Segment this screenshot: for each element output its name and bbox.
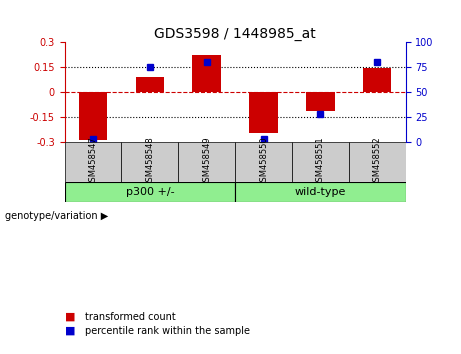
Text: wild-type: wild-type <box>295 187 346 197</box>
Bar <box>363 68 391 92</box>
Text: percentile rank within the sample: percentile rank within the sample <box>85 326 250 336</box>
Text: GSM458552: GSM458552 <box>373 137 382 187</box>
Text: ■: ■ <box>65 312 75 322</box>
Bar <box>235 142 292 182</box>
Bar <box>349 142 406 182</box>
Bar <box>65 182 235 202</box>
Text: GSM458550: GSM458550 <box>259 137 268 187</box>
Bar <box>65 142 121 182</box>
Bar <box>249 92 278 133</box>
Text: GSM458549: GSM458549 <box>202 137 211 187</box>
Bar <box>136 77 164 92</box>
Bar <box>306 92 335 112</box>
Title: GDS3598 / 1448985_at: GDS3598 / 1448985_at <box>154 28 316 41</box>
Bar <box>178 142 235 182</box>
Text: genotype/variation ▶: genotype/variation ▶ <box>5 211 108 221</box>
Text: GSM458551: GSM458551 <box>316 137 325 187</box>
Text: GSM458548: GSM458548 <box>145 137 154 187</box>
Text: GSM458547: GSM458547 <box>89 137 97 187</box>
Bar <box>121 142 178 182</box>
Text: transformed count: transformed count <box>85 312 176 322</box>
Bar <box>193 55 221 92</box>
Text: p300 +/-: p300 +/- <box>125 187 174 197</box>
Bar <box>235 182 406 202</box>
Bar <box>79 92 107 139</box>
Bar <box>292 142 349 182</box>
Text: ■: ■ <box>65 326 75 336</box>
